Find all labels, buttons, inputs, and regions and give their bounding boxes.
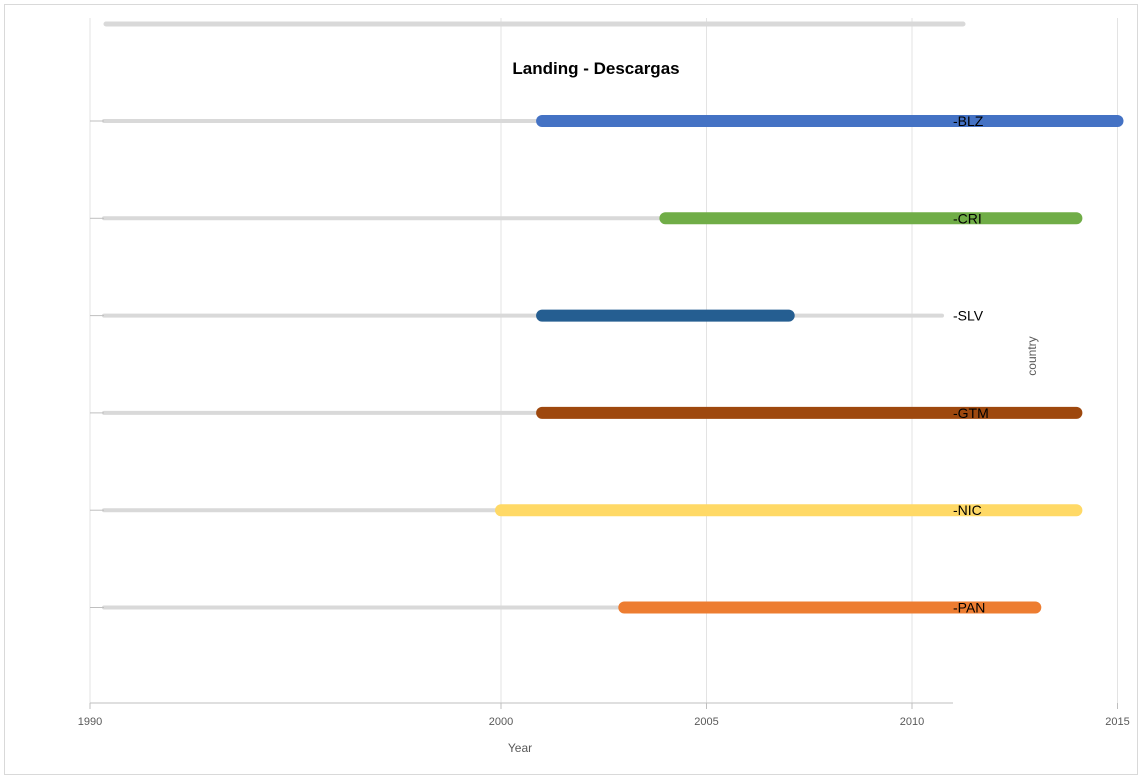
track-layer xyxy=(90,21,966,610)
category-label-nic: -NIC xyxy=(953,502,982,518)
y-axis-title: country xyxy=(1025,336,1039,375)
label-layer: -BLZ -CRI -SLV -GTM -NIC -PAN xyxy=(953,113,989,616)
chart-frame xyxy=(4,4,1138,775)
x-tick-label: 2000 xyxy=(489,716,513,728)
category-label-cri: -CRI xyxy=(953,210,982,226)
x-tick-label: 1990 xyxy=(78,716,102,728)
x-axis-title: Year xyxy=(508,741,532,755)
category-label-pan: -PAN xyxy=(953,600,985,616)
category-label-slv: -SLV xyxy=(953,308,984,324)
x-tick-label: 2005 xyxy=(694,716,718,728)
bar-layer xyxy=(495,115,1124,614)
tick-layer: 1990 2000 2005 2010 2015 xyxy=(78,703,1130,728)
category-label-blz: -BLZ xyxy=(953,113,984,129)
category-label-gtm: -GTM xyxy=(953,405,989,421)
x-tick-label: 2010 xyxy=(900,716,924,728)
chart-title: Landing - Descargas xyxy=(512,59,679,78)
x-tick-label: 2015 xyxy=(1105,716,1129,728)
grid-layer xyxy=(89,18,1118,703)
